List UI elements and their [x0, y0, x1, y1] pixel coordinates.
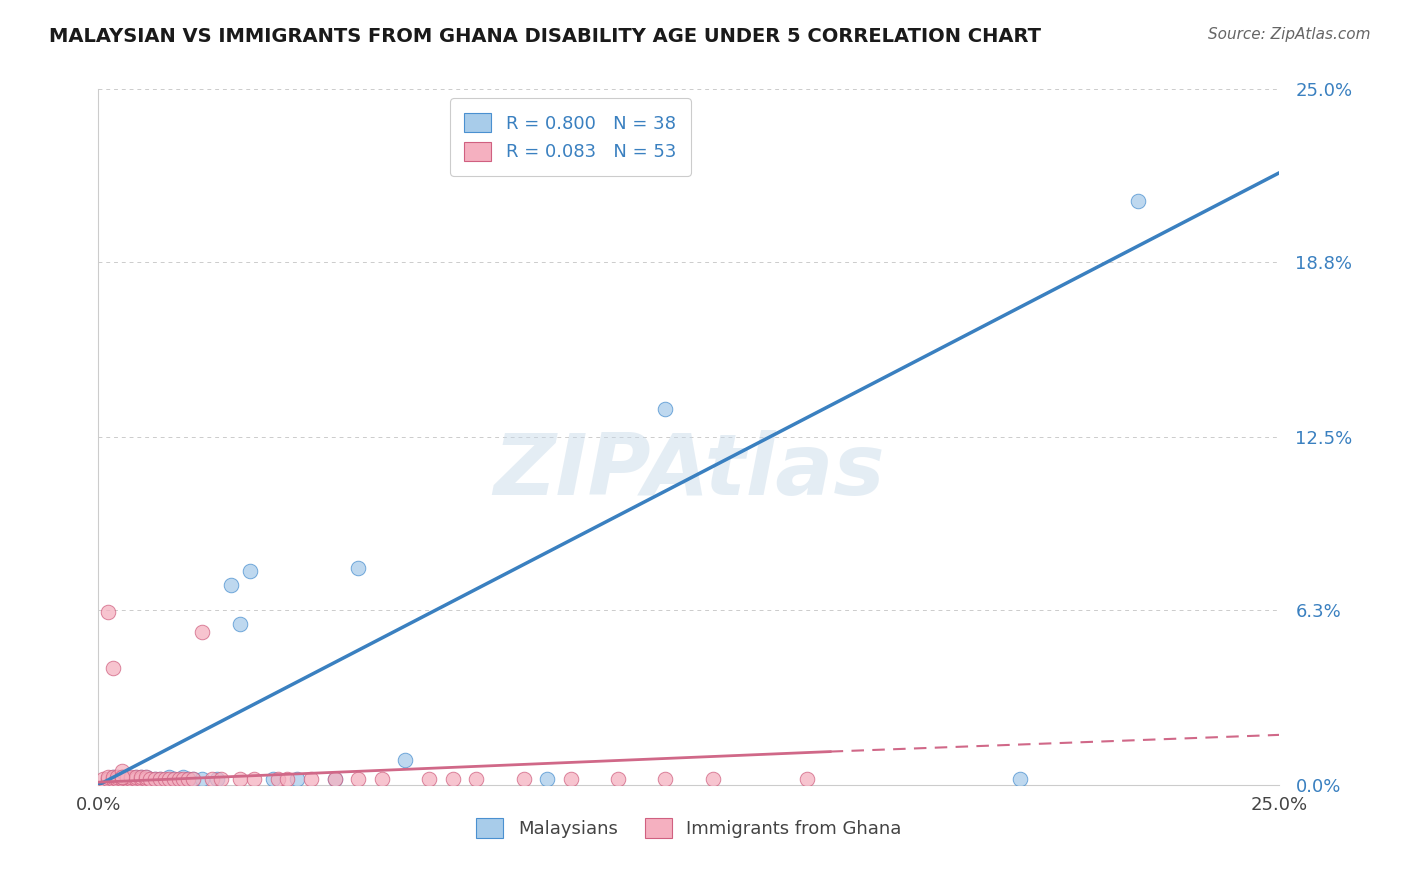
Point [394, 753, 416, 767]
Point [125, 772, 148, 787]
Point [101, 772, 124, 787]
Point [125, 772, 148, 787]
Legend: Malaysians, Immigrants from Ghana: Malaysians, Immigrants from Ghana [470, 811, 908, 846]
Point [157, 772, 180, 787]
Point [139, 772, 162, 787]
Point [143, 772, 166, 787]
Point [229, 616, 252, 631]
Point [371, 772, 394, 787]
Point [121, 772, 143, 787]
Point [229, 772, 252, 787]
Point [101, 770, 124, 784]
Point [105, 770, 128, 784]
Point [105, 772, 128, 787]
Point [219, 577, 242, 591]
Point [97, 772, 120, 787]
Point [181, 772, 204, 787]
Point [121, 770, 143, 784]
Point [181, 772, 204, 787]
Point [607, 772, 630, 787]
Point [129, 770, 152, 784]
Point [243, 772, 266, 787]
Text: Source: ZipAtlas.com: Source: ZipAtlas.com [1208, 27, 1371, 42]
Text: MALAYSIAN VS IMMIGRANTS FROM GHANA DISABILITY AGE UNDER 5 CORRELATION CHART: MALAYSIAN VS IMMIGRANTS FROM GHANA DISAB… [49, 27, 1042, 45]
Point [125, 770, 148, 784]
Point [177, 772, 200, 787]
Point [163, 772, 186, 787]
Point [153, 772, 176, 787]
Point [135, 770, 157, 784]
Point [115, 772, 138, 787]
Point [285, 772, 308, 787]
Point [97, 606, 120, 620]
Point [1008, 772, 1031, 787]
Point [654, 772, 676, 787]
Point [111, 764, 134, 778]
Point [101, 770, 124, 784]
Point [209, 772, 232, 787]
Point [111, 770, 134, 784]
Point [323, 772, 346, 787]
Point [97, 770, 120, 784]
Point [512, 772, 534, 787]
Point [135, 772, 157, 787]
Point [702, 772, 724, 787]
Point [418, 772, 440, 787]
Point [323, 772, 346, 787]
Point [105, 772, 128, 787]
Point [97, 772, 120, 787]
Point [654, 402, 676, 417]
Point [239, 564, 262, 578]
Point [262, 772, 284, 787]
Point [101, 661, 124, 675]
Point [299, 772, 322, 787]
Point [205, 772, 228, 787]
Point [125, 770, 148, 784]
Point [149, 772, 172, 787]
Point [139, 772, 162, 787]
Point [172, 770, 194, 784]
Point [347, 772, 370, 787]
Point [191, 624, 214, 639]
Point [465, 772, 488, 787]
Point [276, 772, 298, 787]
Point [201, 772, 224, 787]
Point [111, 770, 134, 784]
Point [111, 772, 134, 787]
Point [560, 772, 582, 787]
Point [115, 770, 138, 784]
Point [191, 772, 214, 787]
Point [157, 770, 180, 784]
Point [149, 772, 172, 787]
Point [536, 772, 558, 787]
Point [105, 770, 128, 784]
Point [115, 772, 138, 787]
Point [121, 772, 143, 787]
Point [167, 772, 190, 787]
Point [177, 772, 200, 787]
Text: ZIPAtlas: ZIPAtlas [494, 430, 884, 514]
Point [163, 772, 186, 787]
Point [1126, 194, 1149, 208]
Point [115, 770, 138, 784]
Point [111, 772, 134, 787]
Point [796, 772, 818, 787]
Point [129, 770, 152, 784]
Point [91, 772, 114, 787]
Point [135, 772, 157, 787]
Point [347, 561, 370, 575]
Point [267, 772, 290, 787]
Point [441, 772, 464, 787]
Point [129, 772, 152, 787]
Point [135, 770, 157, 784]
Point [101, 772, 124, 787]
Point [129, 772, 152, 787]
Point [111, 770, 134, 784]
Point [172, 772, 194, 787]
Point [143, 772, 166, 787]
